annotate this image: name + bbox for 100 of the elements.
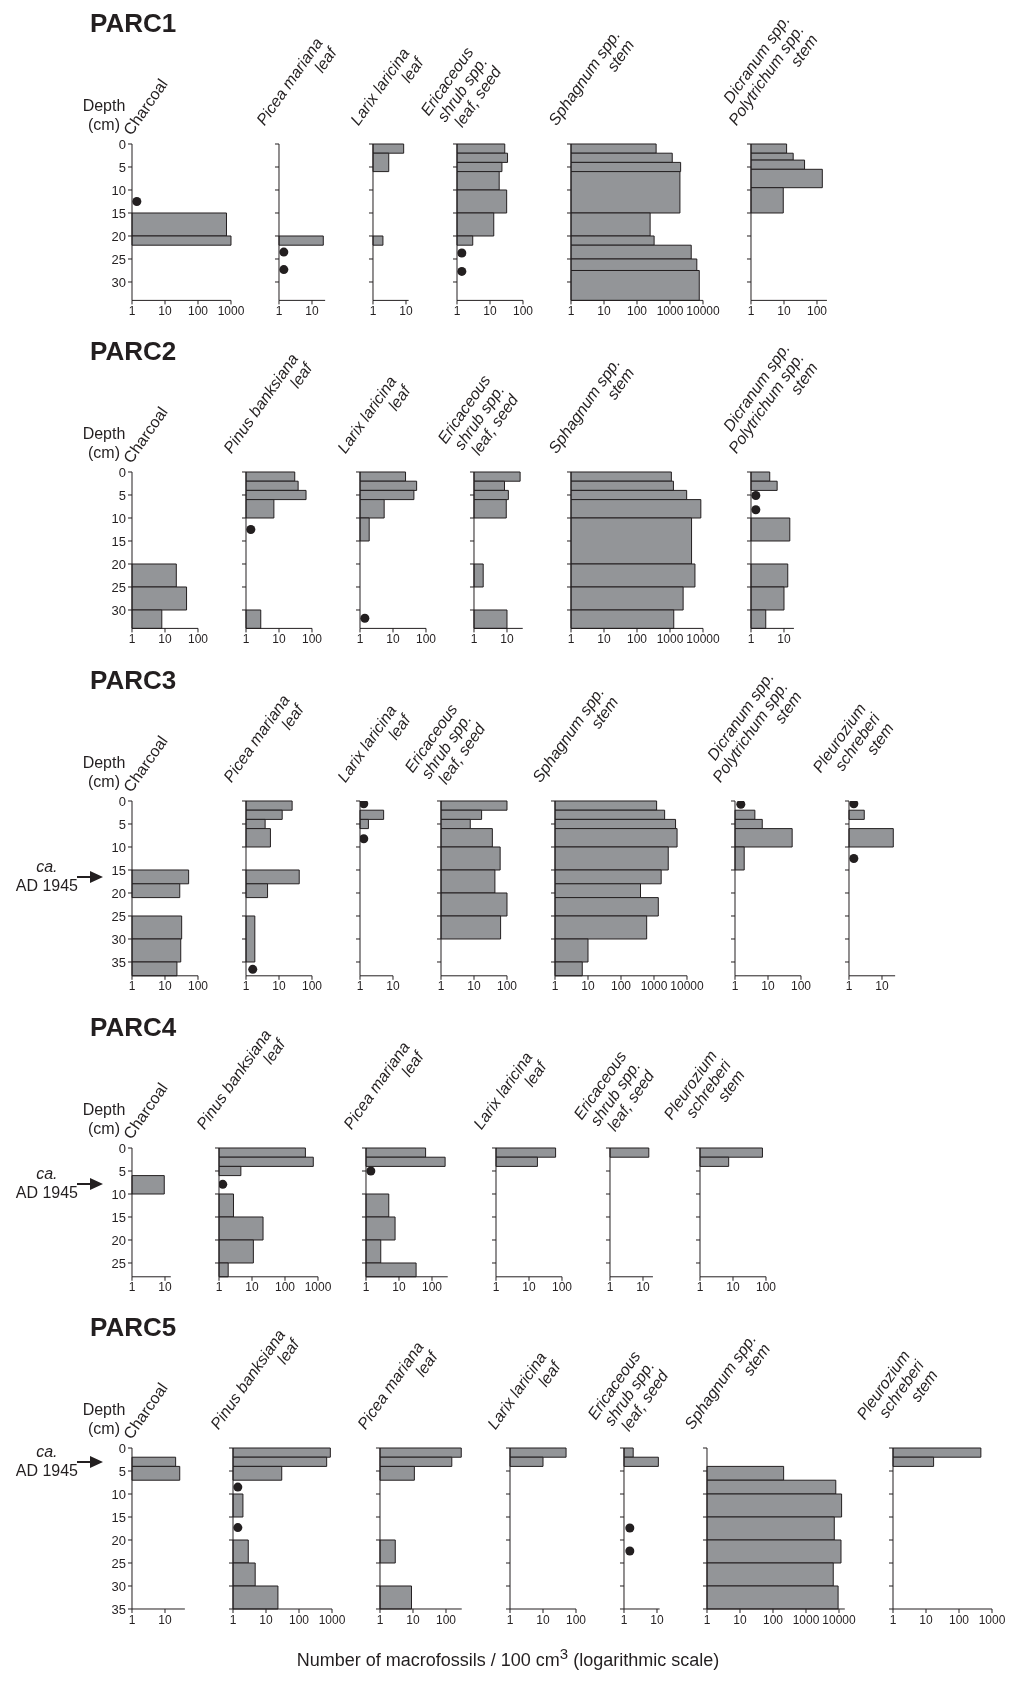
x-tick-label: 10	[406, 1612, 420, 1627]
text: PARC1	[90, 8, 177, 38]
y-tick-label: 5	[118, 488, 126, 503]
y-tick-label: 30	[111, 1578, 126, 1594]
y-tick-label: 20	[111, 1532, 126, 1548]
y-tick-label: 15	[111, 1509, 126, 1525]
y-tick-label: 35	[111, 1601, 126, 1617]
x-tick-label: 1000	[640, 979, 668, 994]
text: PARC4	[90, 1011, 177, 1042]
x-tick-label: 10	[649, 1612, 664, 1627]
x-tick-label: 10	[635, 1279, 650, 1294]
x-tick-label: 1	[356, 979, 364, 994]
x-tick-label: 100	[806, 303, 828, 318]
y-tick-label: 0	[118, 1140, 126, 1156]
x-tick-label: 1000	[792, 1612, 820, 1627]
x-tick-label: 1	[453, 303, 461, 318]
x-tick-label: 100	[512, 303, 534, 318]
x-tick-label: 1	[551, 979, 559, 994]
text: ca. AD 1945	[15, 856, 78, 895]
x-tick-label: 10	[597, 632, 611, 647]
x-tick-label: 1	[356, 632, 364, 647]
x-tick-label: 10	[158, 303, 172, 318]
y-tick-label: 10	[111, 1486, 126, 1502]
x-tick-label: 1	[606, 1279, 614, 1294]
x-tick-label: 100	[611, 979, 632, 994]
x-tick-label: 10	[305, 303, 319, 318]
x-tick-label: 1	[242, 632, 250, 647]
x-tick-label: 100	[497, 979, 518, 994]
x-tick-label: 10000	[686, 303, 720, 318]
x-tick-label: 10	[467, 979, 481, 994]
x-tick-label: 10000	[686, 632, 720, 647]
x-tick-label: 100	[435, 1612, 457, 1627]
x-tick-label: 10	[875, 979, 889, 994]
x-tick-label: 10000	[822, 1612, 857, 1627]
y-tick-label: 30	[111, 274, 126, 290]
x-tick-label: 1	[703, 1612, 711, 1627]
x-tick-label: 10	[158, 632, 172, 647]
text: ca. AD 1945	[15, 1442, 78, 1481]
y-tick-label: 5	[118, 159, 126, 175]
y-tick-label: 25	[111, 251, 126, 267]
x-tick-label: 10	[392, 1279, 406, 1294]
x-tick-label: 1	[128, 1279, 136, 1294]
x-tick-label: 100	[756, 1279, 777, 1294]
y-tick-label: 30	[111, 603, 126, 618]
x-tick-label: 1	[697, 1279, 705, 1294]
x-tick-label: 100	[188, 303, 209, 318]
x-tick-label: 1	[128, 632, 136, 647]
x-tick-label: 1	[747, 632, 755, 647]
x-tick-label: 10	[272, 632, 286, 647]
x-tick-label: 10	[761, 979, 775, 994]
x-tick-label: 1	[567, 632, 575, 647]
x-tick-label: 100	[791, 979, 812, 994]
x-tick-label: 1000	[656, 303, 684, 318]
x-tick-label: 1	[128, 1612, 136, 1627]
y-tick-label: 0	[118, 793, 126, 809]
y-tick-label: 0	[118, 136, 126, 152]
y-tick-label: 35	[111, 954, 126, 970]
x-tick-label: 1	[362, 1279, 370, 1294]
x-tick-label: 100	[302, 979, 323, 994]
x-tick-label: 1	[128, 979, 136, 994]
x-tick-label: 1	[369, 303, 377, 318]
x-tick-label: 1000	[656, 632, 684, 647]
y-tick-label: 10	[111, 182, 126, 198]
y-tick-label: 20	[111, 557, 126, 572]
x-tick-label: 1000	[304, 1279, 332, 1294]
x-tick-label: 10	[386, 632, 400, 647]
x-tick-label: 1000	[318, 1612, 346, 1627]
y-tick-label: 15	[111, 862, 126, 878]
x-tick-label: 100	[188, 979, 209, 994]
text: PARC5	[90, 1312, 177, 1343]
x-tick-label: 100	[188, 632, 209, 647]
x-tick-label: 1000	[217, 303, 245, 318]
y-tick-label: 0	[118, 1441, 126, 1456]
x-tick-label: 10	[500, 632, 514, 647]
y-tick-label: 15	[111, 1209, 126, 1225]
text: Number of macrofossils / 100 cm$^{3}$ (logarithmic scale)	[295, 1645, 721, 1672]
x-tick-label: 10	[158, 979, 172, 994]
x-tick-label: 1	[620, 1612, 628, 1627]
x-tick-label: 10	[777, 632, 791, 647]
x-tick-label: 10	[597, 303, 611, 318]
x-tick-label: 100	[626, 632, 648, 647]
y-tick-label: 10	[111, 839, 126, 855]
x-tick-label: 100	[565, 1612, 586, 1627]
x-tick-label: 1	[470, 632, 478, 647]
x-tick-label: 10	[919, 1612, 933, 1627]
x-tick-label: 100	[421, 1279, 443, 1294]
x-tick-label: 10	[726, 1279, 741, 1294]
x-tick-label: 10	[158, 1612, 172, 1627]
y-tick-label: 30	[111, 931, 126, 947]
text: PARC2	[90, 336, 177, 367]
y-tick-label: 5	[118, 1163, 126, 1179]
x-tick-label: 1	[437, 979, 445, 994]
y-tick-label: 5	[118, 1464, 126, 1479]
y-tick-label: 20	[111, 1232, 126, 1248]
y-tick-label: 10	[111, 1186, 126, 1202]
x-tick-label: 10	[272, 979, 286, 994]
x-tick-label: 1	[215, 1279, 223, 1294]
y-tick-label: 10	[111, 511, 126, 526]
y-tick-label: 25	[111, 1255, 126, 1271]
x-tick-label: 10	[158, 1279, 172, 1294]
